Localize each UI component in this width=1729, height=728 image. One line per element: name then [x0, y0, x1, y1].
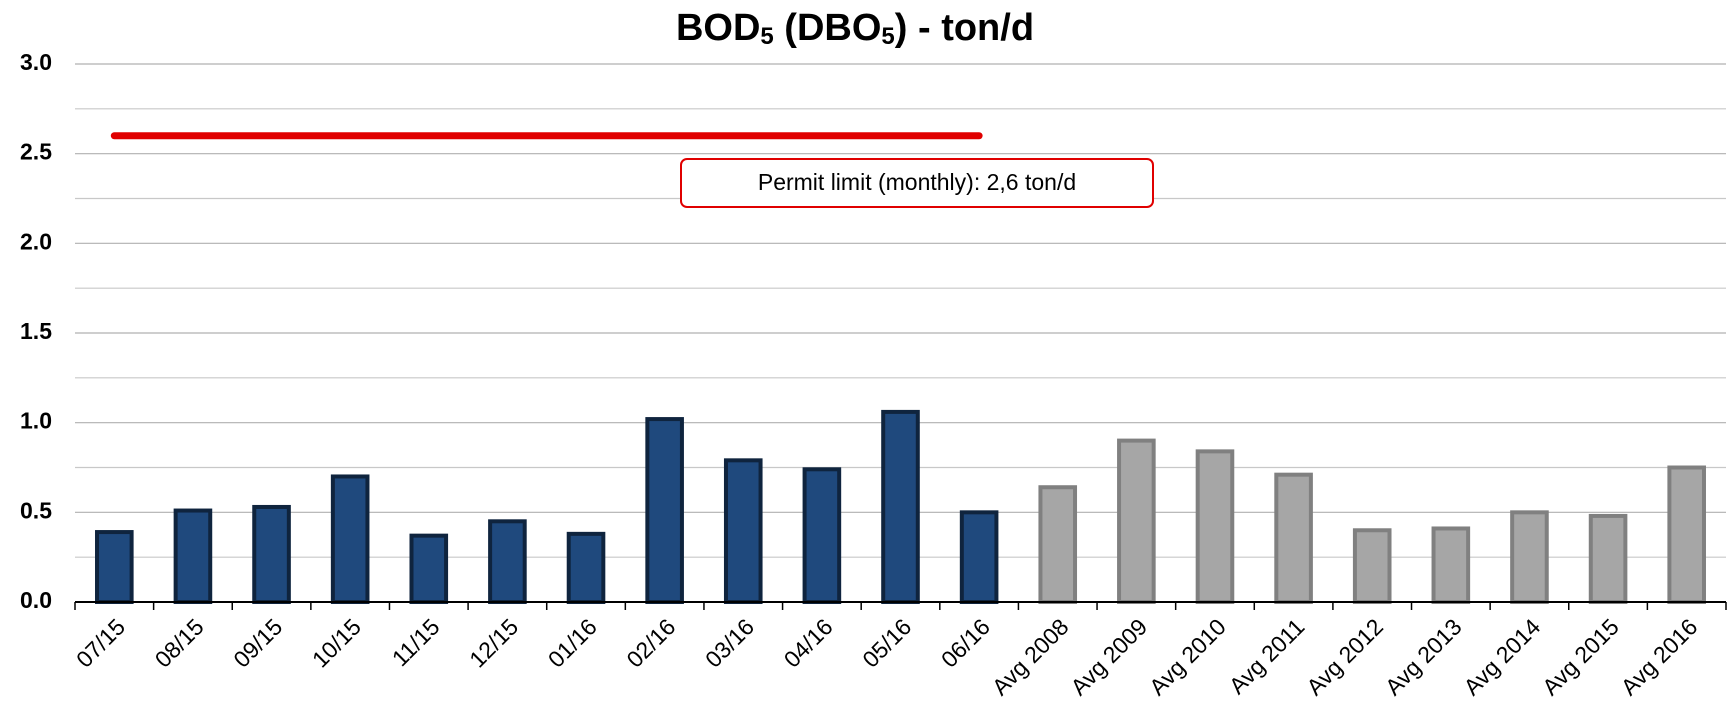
x-tick-label: Avg 2013	[1380, 613, 1467, 700]
y-tick-label: 2.0	[20, 228, 52, 254]
title-sub: 5	[881, 23, 894, 50]
x-tick-label: 02/16	[621, 613, 680, 672]
bar	[330, 474, 370, 605]
bar	[959, 510, 999, 604]
x-tick-label: 08/15	[150, 613, 209, 672]
bar	[1038, 485, 1078, 604]
bar	[1195, 449, 1235, 604]
x-tick-label: 07/15	[71, 613, 130, 672]
x-tick-label: 12/15	[464, 613, 523, 672]
title-part: (DBO	[774, 7, 882, 49]
x-tick-label: 04/16	[779, 613, 838, 672]
x-tick-label: 06/16	[936, 613, 995, 672]
x-tick-label: 11/15	[387, 613, 445, 671]
x-tick-label: Avg 2008	[987, 613, 1074, 700]
limit-label: Permit limit (monthly): 2,6 ton/d	[758, 169, 1076, 195]
bar	[1352, 528, 1392, 604]
bar	[1667, 465, 1706, 604]
bar	[645, 417, 684, 604]
x-tick-label: Avg 2014	[1458, 613, 1545, 700]
bar	[488, 519, 527, 604]
y-tick-label: 3.0	[20, 49, 52, 75]
x-tick-label: Avg 2015	[1537, 613, 1624, 700]
x-tick-label: Avg 2011	[1224, 613, 1310, 699]
chart-title: BOD5 (DBO5) - ton/d	[676, 7, 1034, 50]
y-tick-label: 0.0	[20, 587, 52, 613]
x-tick-label: 10/15	[307, 613, 366, 672]
y-tick-label: 2.5	[20, 139, 52, 165]
title-part: BOD	[676, 7, 760, 49]
x-tick-label: 03/16	[700, 613, 759, 672]
bar	[723, 458, 763, 604]
bar	[881, 409, 920, 605]
bar	[1431, 526, 1471, 604]
y-tick-label: 1.0	[20, 408, 52, 434]
bar	[802, 467, 842, 604]
x-tick-label: 01/16	[543, 613, 602, 672]
bar	[566, 531, 606, 604]
bar	[173, 508, 213, 605]
x-tick-label: Avg 2009	[1065, 613, 1152, 700]
bar	[252, 504, 291, 605]
bar	[95, 530, 134, 604]
y-tick-label: 1.5	[20, 318, 52, 344]
x-tick-label: Avg 2016	[1616, 613, 1703, 700]
bar	[1117, 438, 1156, 604]
title-part: ) - ton/d	[895, 7, 1034, 49]
bar	[1274, 472, 1313, 605]
limit-label-box	[680, 158, 1154, 208]
x-tick-label: Avg 2012	[1301, 613, 1388, 700]
x-tick-label: 09/15	[228, 613, 287, 672]
x-tick-label: 05/16	[857, 613, 916, 672]
y-tick-label: 0.5	[20, 497, 52, 523]
x-tick-label: Avg 2010	[1144, 613, 1231, 700]
bar	[1510, 510, 1549, 604]
title-sub: 5	[760, 23, 773, 50]
bar	[409, 533, 449, 604]
bar	[1588, 513, 1628, 604]
